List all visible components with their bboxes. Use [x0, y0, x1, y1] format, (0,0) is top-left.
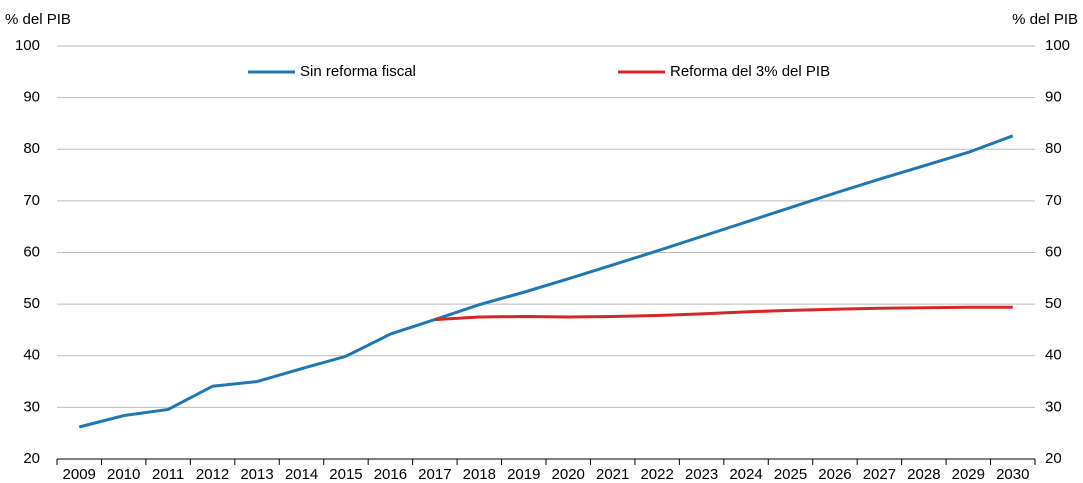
y-tick-label: 40 [23, 347, 40, 364]
y-tick-label: 60 [23, 243, 40, 260]
y2-tick-label: 70 [1045, 192, 1062, 209]
x-tick-label: 2022 [640, 466, 673, 483]
x-tick-label: 2021 [596, 466, 629, 483]
x-tick-label: 2029 [952, 466, 985, 483]
y2-axis-label: % del PIB [1012, 11, 1078, 28]
y-tick-label: 90 [23, 89, 40, 106]
x-tick-label: 2027 [863, 466, 896, 483]
x-tick-label: 2030 [996, 466, 1029, 483]
x-tick-label: 2010 [107, 466, 140, 483]
y-tick-label: 100 [15, 37, 40, 54]
x-tick-label: 2020 [552, 466, 585, 483]
x-tick-label: 2026 [818, 466, 851, 483]
y2-tick-label: 20 [1045, 450, 1062, 467]
x-tick-label: 2012 [196, 466, 229, 483]
x-tick-label: 2023 [685, 466, 718, 483]
line-series [78, 134, 1014, 429]
x-tick-label: 2016 [374, 466, 407, 483]
y-tick-label: 50 [23, 295, 40, 312]
y2-tick-label: 40 [1045, 347, 1062, 364]
y2-tick-label: 50 [1045, 295, 1062, 312]
y-axis-label: % del PIB [5, 11, 71, 28]
x-tick-label: 2018 [463, 466, 496, 483]
x-tick-label: 2028 [907, 466, 940, 483]
x-tick-label: 2024 [729, 466, 762, 483]
x-tick-label: 2017 [418, 466, 451, 483]
x-tick-label: 2015 [329, 466, 362, 483]
y-tick-label: 70 [23, 192, 40, 209]
x-tick-label: 2019 [507, 466, 540, 483]
legend-label: Reforma del 3% del PIB [670, 63, 830, 80]
x-tick-label: 2014 [285, 466, 318, 483]
y2-tick-label: 90 [1045, 89, 1062, 106]
line-series [434, 305, 1013, 322]
y-tick-label: 20 [23, 450, 40, 467]
legend-label: Sin reforma fiscal [300, 63, 416, 80]
y-tick-label: 80 [23, 140, 40, 157]
y2-tick-label: 80 [1045, 140, 1062, 157]
y2-tick-label: 100 [1045, 37, 1070, 54]
x-tick-label: 2009 [63, 466, 96, 483]
y2-tick-label: 60 [1045, 243, 1062, 260]
x-tick-label: 2025 [774, 466, 807, 483]
x-tick-label: 2011 [152, 466, 184, 483]
x-tick-label: 2013 [240, 466, 273, 483]
y2-tick-label: 30 [1045, 398, 1062, 415]
y-tick-label: 30 [23, 398, 40, 415]
